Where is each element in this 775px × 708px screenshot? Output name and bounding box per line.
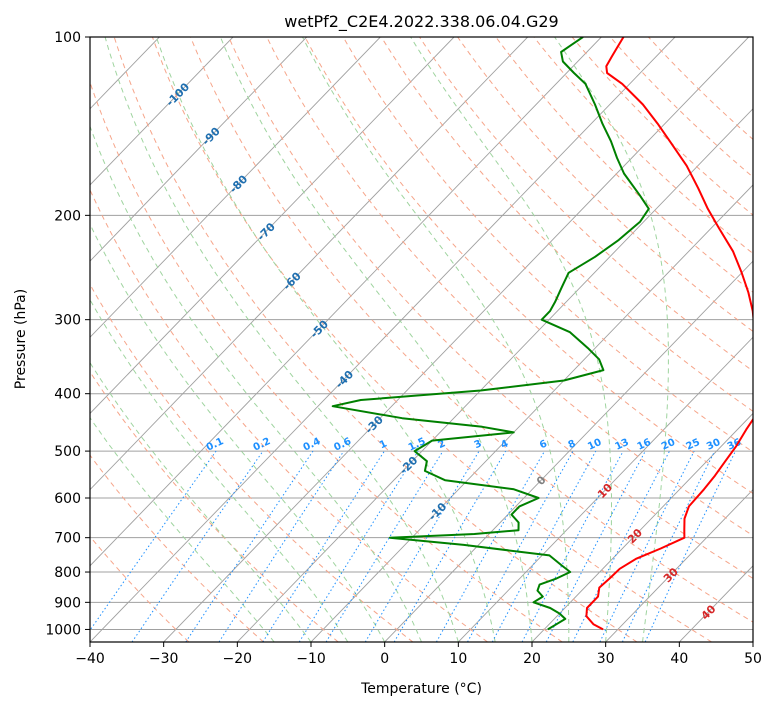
mixing-ratio-line [435,450,546,642]
dry-adiabat-line [342,37,753,453]
y-axis: 100 200 300 400 500 600 700 800 900 1000 [45,30,90,638]
y-tick-label: 500 [54,444,81,460]
mixing-ratio-label: 30 [705,437,722,453]
x-tick-label: −10 [296,651,326,667]
mixing-ratio-label: 3 [473,438,484,451]
moist-adiabat-line [155,37,496,642]
isotherm-line [90,37,308,262]
x-tick-label: 0 [380,651,389,667]
moist-adiabat-line [554,37,669,642]
isotherm-line [90,37,529,491]
moist-adiabat-line [302,37,570,642]
x-tick-label: −40 [75,651,105,667]
x-axis: −40 −30 −20 −10 0 10 20 30 40 50 [75,642,762,667]
mixing-ratio-label: 8 [567,438,578,451]
mixing-ratio-label: 10 [586,437,603,453]
x-tick-label: −30 [149,651,179,667]
isotherm-line [90,37,455,415]
mixing-ratio-label: 1 [378,438,389,451]
moist-adiabat-line [410,37,612,642]
y-tick-label: 100 [54,30,81,46]
isotherm-line [458,336,753,642]
isotherm-line [163,37,750,642]
y-tick-label: 600 [54,491,81,507]
x-tick-label: 10 [449,651,467,667]
dewpoint-line [331,37,650,631]
x-tick-label: 40 [670,651,688,667]
mixing-ratio-line [131,450,264,642]
y-axis-label: Pressure (hPa) [13,289,29,389]
isotherm-line [384,260,753,642]
mixing-ratio-line [90,450,217,632]
plot-frame [89,36,754,643]
dry-adiabat-line [266,37,753,537]
y-tick-label: 700 [54,531,81,547]
dry-adiabat-line [419,37,753,372]
x-tick-label: 20 [523,651,541,667]
plot-area: 0.1 0.2 0.4 0.6 1 1.5 2 3 4 6 8 10 13 16 20 25 30 36-100-… [90,37,753,642]
isotherm-line [90,37,234,186]
moist-adiabat-line [104,37,459,642]
dry-adiabat-line [457,37,753,333]
mixing-ratio-line [599,450,695,642]
x-tick-label: 30 [597,651,615,667]
mixing-ratio-label: 2 [436,438,447,451]
x-axis-label: Temperature (°C) [360,681,482,697]
mixing-ratio-line [298,450,419,642]
x-tick-label: 50 [744,651,762,667]
dry-adiabat-line [380,37,753,412]
y-tick-label: 900 [54,595,81,611]
mixing-ratio-line [325,450,444,642]
dry-adiabat-line [90,283,414,642]
dry-adiabat-line [90,80,563,642]
moist-adiabat-line [90,298,349,642]
y-tick-label: 300 [54,313,81,329]
dry-adiabat-line [571,37,753,216]
dry-adiabat-line [151,37,712,642]
x-tick-label: −20 [223,651,253,667]
mixing-ratio-line [467,450,574,642]
isotherm-line [237,108,753,642]
y-tick-label: 400 [54,387,81,403]
mixing-ratio-line [491,450,597,642]
dry-adiabat-line [90,454,264,642]
dry-adiabat-line [533,37,753,255]
chart-title: wetPf2_C2E4.2022.338.06.04.G29 [284,12,558,32]
dry-adiabat-line [90,188,488,642]
moist-adiabat-line [90,416,275,642]
dry-adiabat-line [495,37,753,293]
mixing-ratio-line [621,450,716,642]
dry-adiabat-line [648,37,753,141]
dry-adiabat-line [90,535,190,642]
moist-adiabat-line [90,125,422,642]
isotherm-line [90,37,602,567]
mixing-ratio-label: 4 [499,438,510,451]
profile-lines [331,37,753,631]
mixing-ratio-label: 13 [614,437,631,453]
isotherm-line [90,37,381,338]
dry-adiabat-line [304,37,753,495]
y-tick-label: 200 [54,208,81,224]
dry-adiabat-line [228,37,753,580]
mixing-ratio-line [262,450,385,642]
isotherm-line [605,488,753,642]
mixing-ratio-line [393,450,507,642]
temperature-line [585,37,753,631]
dry-adiabat-line [609,37,753,178]
mixing-ratio-label: 20 [660,437,677,453]
isotherm-line [531,412,753,642]
isotherm-line [90,37,676,642]
moist-adiabat-line [90,223,386,642]
moist-adiabat-line [90,361,312,642]
y-tick-label: 800 [54,565,81,581]
mixing-ratio-label: 6 [538,438,549,451]
mixing-ratio-label: 16 [636,437,653,453]
dry-adiabat-line [113,37,638,642]
y-tick-label: 1000 [45,622,81,638]
background-lines [90,37,753,642]
mixing-ratio-line [644,450,736,642]
mixing-ratio-label: 25 [685,437,702,453]
